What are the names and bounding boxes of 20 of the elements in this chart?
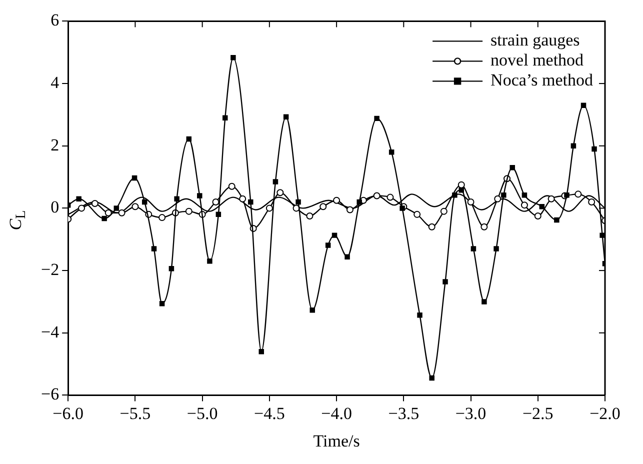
x-tick-label: −6.0 (52, 404, 84, 423)
x-tick-label: −2.0 (590, 404, 620, 423)
legend-label: Noca’s method (490, 70, 594, 90)
x-tick-label: −2.5 (522, 404, 554, 423)
legend-label: novel method (490, 50, 584, 70)
legend-label: strain gauges (490, 30, 580, 50)
y-tick-label: 6 (50, 10, 60, 30)
x-tick-label: −5.0 (186, 404, 218, 423)
x-axis-title: Time/s (313, 431, 360, 450)
x-tick-label: −5.5 (120, 404, 151, 423)
y-tick-label: −2 (40, 260, 60, 279)
y-tick-label: 0 (50, 198, 60, 217)
y-tick-label: −4 (40, 322, 60, 342)
y-tick-label: 4 (50, 73, 60, 92)
x-tick-label: −4.0 (321, 404, 352, 423)
x-tick-label: −3.0 (455, 404, 486, 423)
x-tick-label: −4.5 (254, 404, 285, 423)
y-tick-label: 2 (50, 135, 60, 154)
y-tick-label: −6 (40, 384, 60, 404)
x-tick-label: −3.5 (388, 404, 420, 423)
